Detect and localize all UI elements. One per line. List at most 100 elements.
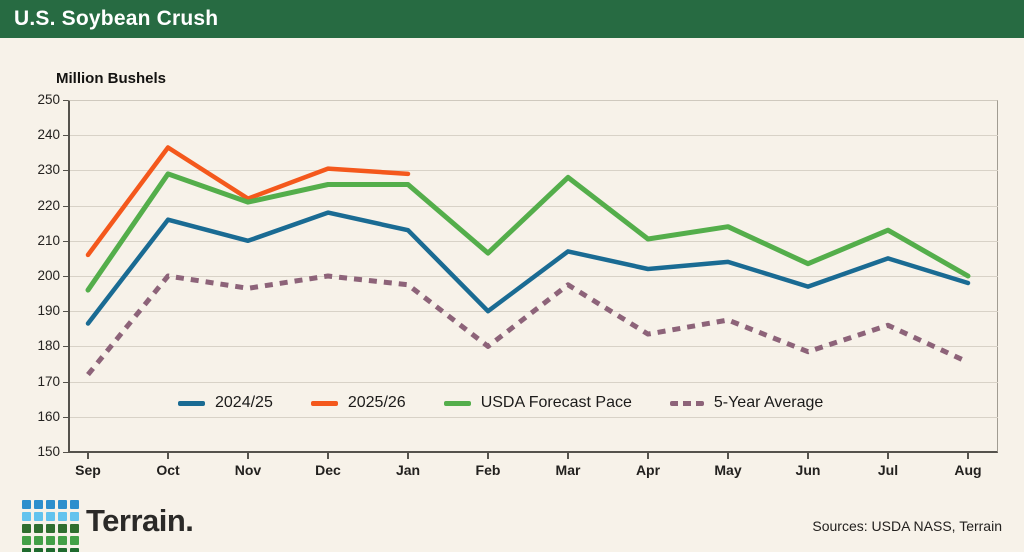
chart-legend: 2024/25 2025/26 USDA Forecast Pace 5-Year A… bbox=[178, 394, 823, 412]
logo-square bbox=[46, 500, 55, 509]
x-tick-label: Apr bbox=[635, 462, 661, 478]
title-bar: U.S. Soybean Crush bbox=[0, 0, 1024, 38]
x-tick-label: Nov bbox=[234, 462, 262, 478]
y-tick-mark bbox=[63, 346, 68, 348]
series-line-2025-26 bbox=[85, 145, 411, 258]
x-tick-label: Oct bbox=[156, 462, 180, 478]
y-tick-label: 180 bbox=[37, 338, 60, 354]
series-line-5-year-average bbox=[86, 273, 970, 377]
logo-square bbox=[58, 536, 67, 545]
y-tick-mark bbox=[63, 452, 68, 453]
gridline bbox=[70, 205, 998, 207]
logo-square bbox=[22, 548, 31, 552]
legend-label: USDA Forecast Pace bbox=[480, 394, 632, 411]
logo-square bbox=[58, 524, 67, 533]
logo-square bbox=[22, 524, 31, 533]
gridline bbox=[70, 170, 998, 172]
y-tick-label: 230 bbox=[37, 162, 60, 178]
gridline bbox=[70, 135, 998, 137]
x-tick-mark bbox=[887, 453, 889, 459]
series-line-usda-forecast-pace bbox=[85, 171, 971, 293]
x-tick-label: Jul bbox=[877, 462, 899, 478]
sources-note: Sources: USDA NASS, Terrain bbox=[812, 518, 1002, 534]
terrain-logo-icon bbox=[22, 500, 79, 552]
legend-swatch-icon bbox=[669, 400, 704, 406]
y-tick-label: 240 bbox=[37, 127, 60, 143]
y-tick-mark bbox=[63, 135, 68, 137]
x-tick-label: May bbox=[714, 462, 742, 478]
y-tick-label: 210 bbox=[37, 232, 60, 248]
logo-square bbox=[34, 548, 43, 552]
y-axis-title: Million Bushels bbox=[56, 70, 167, 87]
y-tick-label: 160 bbox=[37, 408, 60, 424]
x-tick-mark bbox=[807, 453, 809, 459]
logo-square bbox=[22, 512, 31, 521]
y-tick-mark bbox=[63, 381, 68, 383]
legend-item: 5-Year Average bbox=[669, 394, 824, 412]
logo-square bbox=[70, 512, 79, 521]
legend-swatch-icon bbox=[310, 400, 338, 406]
y-tick-mark bbox=[63, 240, 68, 242]
y-tick-label: 200 bbox=[37, 268, 60, 283]
y-tick-label: 170 bbox=[37, 373, 60, 389]
logo-square bbox=[22, 536, 31, 545]
x-tick-label: Jan bbox=[395, 462, 421, 478]
x-tick-label: Feb bbox=[475, 462, 501, 478]
gridline bbox=[70, 240, 998, 242]
legend-label: 2024/25 bbox=[215, 394, 273, 411]
legend-item: USDA Forecast Pace bbox=[443, 394, 632, 412]
x-tick-mark bbox=[327, 453, 329, 459]
y-tick-mark bbox=[63, 170, 68, 172]
legend-item: 2025/26 bbox=[310, 394, 406, 412]
x-tick-mark bbox=[647, 453, 649, 459]
logo-square bbox=[34, 512, 43, 521]
logo-square bbox=[58, 548, 67, 552]
logo-square bbox=[34, 524, 43, 533]
y-tick-mark bbox=[63, 100, 68, 101]
gridline bbox=[70, 381, 998, 383]
y-tick-label: 190 bbox=[37, 303, 60, 319]
x-tick-label: Sep bbox=[75, 462, 101, 478]
logo-square bbox=[58, 512, 67, 521]
terrain-wordmark: Terrain. bbox=[86, 503, 194, 538]
y-tick-label: 150 bbox=[37, 444, 60, 459]
legend-swatch-icon bbox=[178, 400, 205, 406]
y-tick-mark bbox=[63, 416, 68, 418]
logo-square bbox=[46, 512, 55, 521]
x-tick-mark bbox=[167, 453, 169, 459]
logo-square bbox=[22, 500, 31, 509]
logo-square bbox=[58, 500, 67, 509]
legend-swatch-icon bbox=[443, 400, 471, 406]
x-tick-mark bbox=[727, 453, 729, 459]
x-tick-mark bbox=[487, 453, 489, 459]
logo-square bbox=[70, 500, 79, 509]
x-tick-mark bbox=[247, 453, 249, 459]
y-tick-label: 220 bbox=[37, 197, 60, 213]
logo-square bbox=[46, 536, 55, 545]
y-tick-mark bbox=[63, 205, 68, 207]
y-tick-label: 250 bbox=[37, 92, 60, 107]
x-tick-label: Jun bbox=[795, 462, 821, 478]
logo-square bbox=[34, 500, 43, 509]
x-tick-mark bbox=[567, 453, 569, 459]
x-tick-label: Dec bbox=[315, 462, 341, 478]
x-tick-label: Mar bbox=[555, 462, 581, 478]
series-line-2024-25 bbox=[85, 210, 971, 326]
logo-square bbox=[70, 548, 79, 552]
legend-label: 2025/26 bbox=[347, 394, 406, 411]
logo-square bbox=[34, 536, 43, 545]
page-title: U.S. Soybean Crush bbox=[14, 7, 219, 30]
logo-square bbox=[46, 548, 55, 552]
chart-lines-svg bbox=[85, 145, 971, 377]
x-tick-mark bbox=[87, 453, 89, 459]
y-tick-mark bbox=[63, 311, 68, 313]
logo-square bbox=[70, 536, 79, 545]
x-tick-mark bbox=[407, 453, 409, 459]
y-tick-mark bbox=[63, 276, 68, 277]
x-tick-label: Aug bbox=[954, 462, 982, 478]
legend-label: 5-Year Average bbox=[713, 394, 824, 411]
logo-square bbox=[70, 524, 79, 533]
logo-square bbox=[46, 524, 55, 533]
gridline bbox=[70, 416, 998, 418]
